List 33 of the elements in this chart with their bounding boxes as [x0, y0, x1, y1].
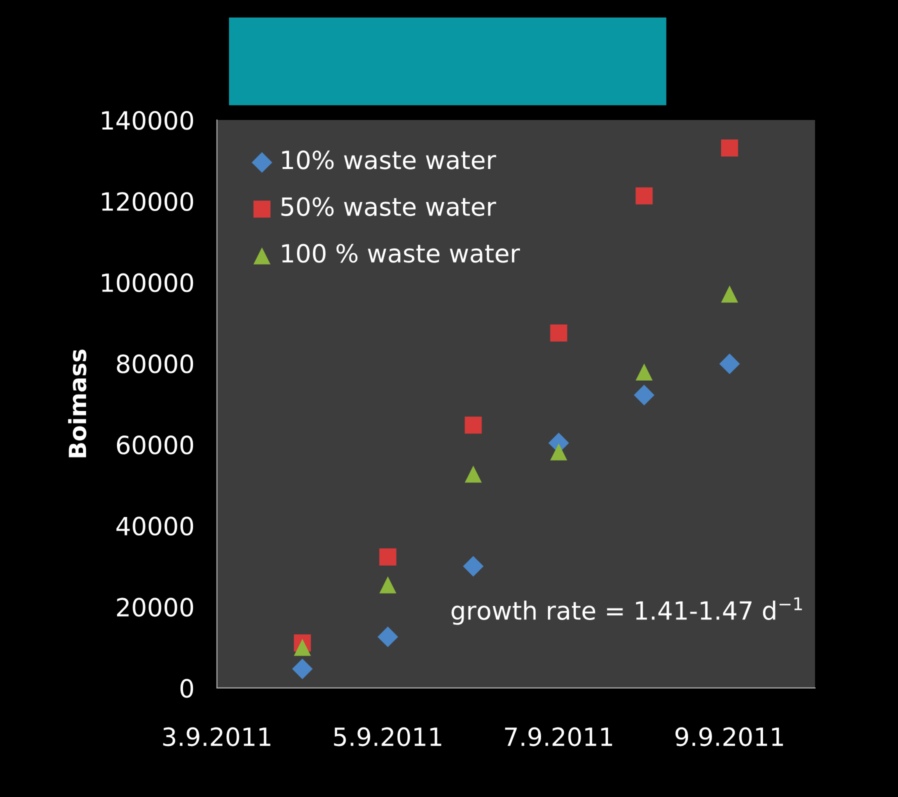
point: [721, 140, 738, 157]
point: [379, 548, 396, 566]
legend-label: 100 % waste water: [282, 244, 520, 263]
legend-label: 10% waste water: [282, 150, 496, 170]
point: [294, 638, 311, 656]
point: [550, 324, 568, 342]
point: [378, 626, 398, 648]
x-tick-label: 9.9.2011: [675, 727, 783, 746]
y-tick-label: 40000: [116, 516, 194, 536]
y-axis-title: Boimass: [68, 350, 86, 458]
y-tick-label: 60000: [116, 436, 194, 454]
point: [550, 443, 568, 460]
x-tick-label: 7.9.2011: [505, 727, 612, 746]
y-tick-label: 0: [180, 678, 194, 698]
point: [721, 286, 738, 303]
y-tick-label: 20000: [117, 598, 194, 617]
point: [636, 363, 653, 380]
annotation: growth rate = 1.41-1.47 d$^{−1}$: [452, 597, 802, 625]
x-tick-label: 5.9.2011: [334, 727, 442, 746]
y-tick-label: 100000: [102, 273, 194, 292]
point: [292, 658, 313, 680]
x-tick-label: 3.9.2011: [163, 727, 270, 746]
y-tick-label: 80000: [116, 354, 194, 374]
point: [636, 187, 653, 204]
point: [464, 416, 482, 434]
point: [379, 576, 396, 594]
legend-label: 50% waste water: [281, 197, 496, 216]
point: [719, 354, 740, 374]
point: [634, 384, 654, 406]
point: [464, 466, 482, 483]
y-tick-label: 140000: [102, 110, 194, 130]
y-tick-label: 120000: [102, 192, 194, 212]
point: [462, 556, 484, 577]
